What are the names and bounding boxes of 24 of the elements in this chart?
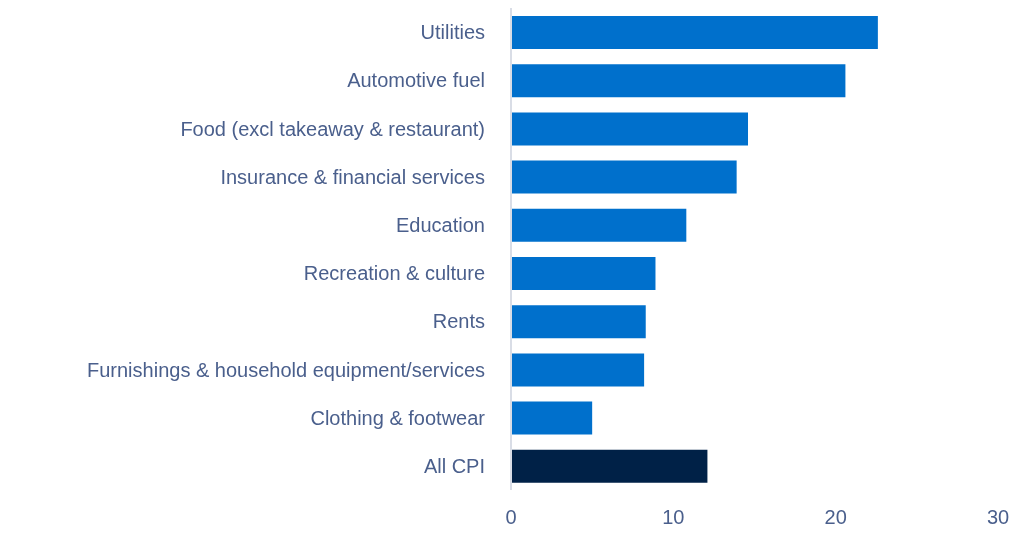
y-tick-label: All CPI bbox=[423, 455, 485, 477]
bar bbox=[511, 353, 645, 387]
x-tick-label: 30 bbox=[986, 506, 1010, 529]
y-tick-label: Furnishings & household equipment/services bbox=[87, 358, 485, 381]
bar bbox=[511, 305, 646, 339]
x-tick-label: 20 bbox=[824, 506, 847, 529]
bar bbox=[511, 257, 656, 290]
bar bbox=[511, 64, 846, 98]
bar bbox=[511, 401, 593, 435]
bar bbox=[511, 449, 708, 483]
bar bbox=[511, 208, 687, 242]
y-tick-label: Utilities bbox=[420, 21, 485, 44]
y-tick-label: Education bbox=[396, 214, 485, 236]
y-tick-label: Rents bbox=[432, 310, 485, 333]
y-tick-label: Automotive fuel bbox=[347, 69, 485, 92]
y-tick-label: Food (excl takeaway & restaurant) bbox=[180, 117, 485, 140]
bar bbox=[511, 160, 737, 194]
bar bbox=[511, 112, 749, 146]
y-tick-label: Recreation & culture bbox=[303, 262, 485, 285]
y-tick-label: Insurance & financial services bbox=[220, 165, 485, 188]
x-tick-label: 0 bbox=[505, 506, 517, 529]
x-tick-label: 10 bbox=[662, 506, 685, 529]
bar bbox=[511, 16, 878, 49]
y-tick-label: Clothing & footwear bbox=[310, 406, 486, 429]
